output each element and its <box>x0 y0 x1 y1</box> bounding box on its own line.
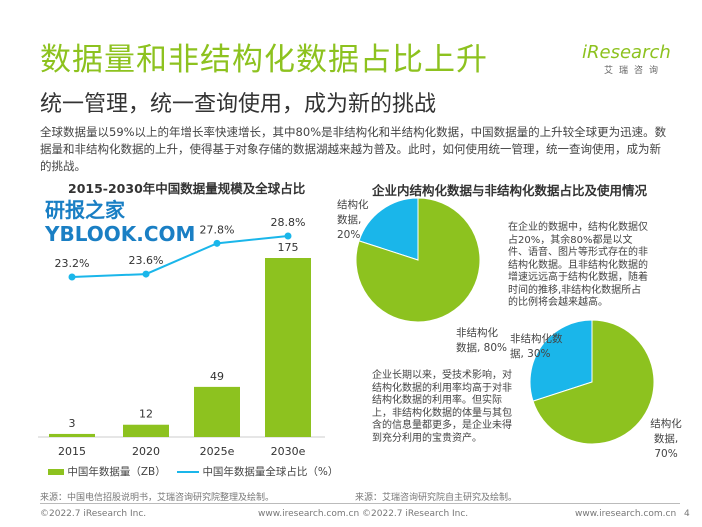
share-value-label: 28.8% <box>271 216 306 229</box>
share-point-2025e <box>213 239 221 247</box>
label-line: 非结构化 <box>456 327 498 339</box>
label-line: 结构化 <box>650 418 682 430</box>
share-point-2020 <box>142 270 150 278</box>
pie1-slice-0 <box>358 197 419 261</box>
footer-divider <box>40 503 680 504</box>
source-right: 来源：艾瑞咨询研究院自主研究及绘制。 <box>355 493 518 503</box>
watermark-text: 研报之家 YBLOOK.COM <box>45 198 196 246</box>
bar-value-label: 175 <box>278 241 299 254</box>
label-line: 据, 30% <box>510 348 551 360</box>
label-line: 20% <box>337 229 361 241</box>
logo-cn: 艾瑞咨询 <box>604 66 665 76</box>
x-tick-label: 2020 <box>132 445 160 458</box>
footer-copyright: ©2022.7 iResearch Inc. <box>40 509 147 519</box>
bar-value-label: 3 <box>69 417 76 430</box>
watermark: 研报之家 YBLOOK.COM <box>45 198 195 246</box>
legend-bar-swatch <box>48 469 64 475</box>
x-tick-label: 2025e <box>200 445 235 458</box>
pie2-structured-label: 结构化 数据, 70% <box>650 417 682 462</box>
pie2-note: 企业长期以来，受技术影响，对结构化数据的利用率均高于对非结构化数据的利用率。但实… <box>372 370 512 444</box>
pie1-note: 在企业的数据中，结构化数据仅占20%，其余80%都是以文件、语音、图片等形式存在… <box>508 222 648 308</box>
source-left: 来源：中国电信招股说明书，艾瑞咨询研究院整理及绘制。 <box>40 493 275 503</box>
pie1-slice-1 <box>355 197 481 323</box>
iresearch-logo: iResearch 艾瑞咨询 <box>582 42 671 76</box>
share-point-2015 <box>68 273 76 281</box>
share-value-label: 27.8% <box>200 223 235 236</box>
label-line: 数据, 80% <box>456 342 508 354</box>
legend-line-label: 中国年数据量全球占比（%） <box>202 466 339 478</box>
page-number: 4 <box>684 509 690 519</box>
pie2-unstructured-label: 非结构化数 据, 30% <box>510 332 563 362</box>
bar-2030e <box>265 258 311 437</box>
page-title: 数据量和非结构化数据占比上升 <box>40 42 488 78</box>
logo-text: iResearch <box>582 42 671 63</box>
x-tick-label: 2015 <box>58 445 86 458</box>
bar-chart-title: 2015-2030年中国数据量规模及全球占比 <box>68 181 306 196</box>
label-line: 数据, <box>653 433 679 445</box>
legend-bar-label: 中国年数据量（ZB） <box>67 466 166 478</box>
x-tick-label: 2030e <box>271 445 306 458</box>
share-value-label: 23.6% <box>129 254 164 267</box>
bar-2020 <box>123 424 169 437</box>
label-line: 70% <box>654 448 678 460</box>
bar-2025e <box>194 386 240 437</box>
page-subtitle: 统一管理，统一查询使用，成为新的挑战 <box>40 92 437 117</box>
share-line <box>71 235 289 278</box>
pie2-slice-0 <box>529 319 593 402</box>
label-line: 非结构化数 <box>510 333 563 345</box>
pie-chart-title: 企业内结构化数据与非结构化数据占比及使用情况 <box>372 183 648 198</box>
label-line: 数据, <box>337 214 362 226</box>
bar-2015 <box>49 433 95 437</box>
share-value-label: 23.2% <box>55 257 90 270</box>
label-line: 结构化 <box>337 199 369 211</box>
legend-line-swatch <box>177 471 200 473</box>
bar-value-label: 12 <box>139 408 153 421</box>
share-point-2030e <box>284 232 292 240</box>
pie2-slice-1 <box>532 319 655 445</box>
footer-center: www.iresearch.com.cn ©2022.7 iResearch I… <box>258 509 469 519</box>
pie1-unstructured-label: 非结构化 数据, 80% <box>456 326 507 356</box>
footer-url: www.iresearch.com.cn <box>575 509 677 519</box>
bar-value-label: 49 <box>210 370 224 383</box>
pie1-structured-label: 结构化 数据, 20% <box>337 198 369 243</box>
legend: 中国年数据量（ZB） 中国年数据量全球占比（%） <box>48 465 338 480</box>
intro-paragraph: 全球数据量以59%以上的年增长率快速增长，其中80%是非结构化和半结构化数据，中… <box>40 125 667 173</box>
